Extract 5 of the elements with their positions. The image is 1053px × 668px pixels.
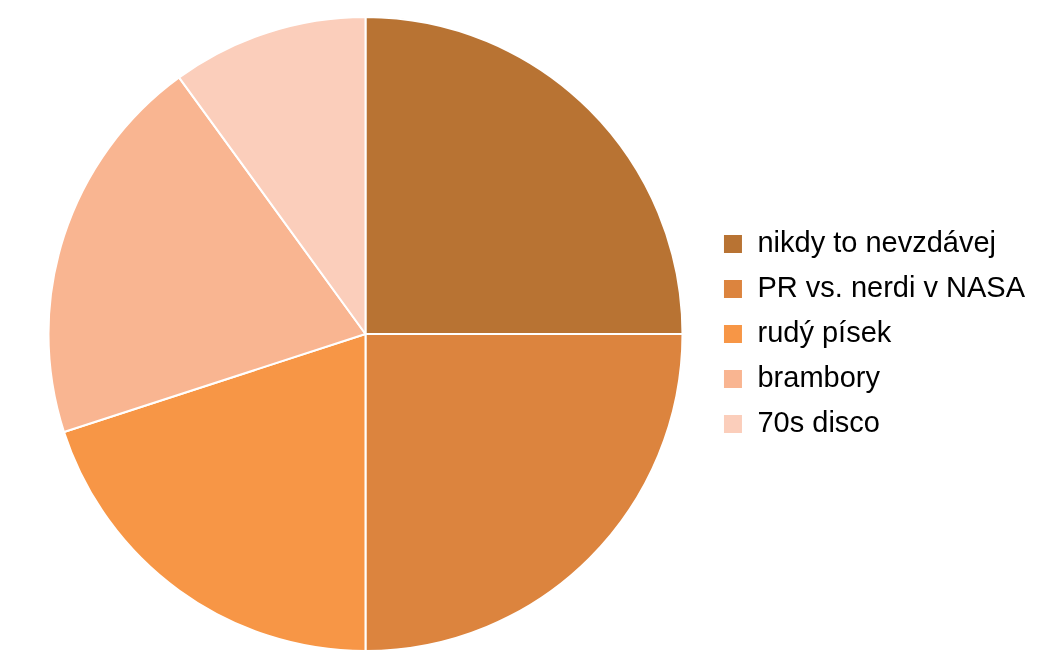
legend-label: nikdy to nevzdávej <box>757 226 997 258</box>
legend-label: rudý písek <box>757 316 892 348</box>
legend-label: PR vs. nerdi v NASA <box>757 271 1026 303</box>
legend-label: 70s disco <box>757 406 880 438</box>
legend-label: brambory <box>757 361 881 393</box>
